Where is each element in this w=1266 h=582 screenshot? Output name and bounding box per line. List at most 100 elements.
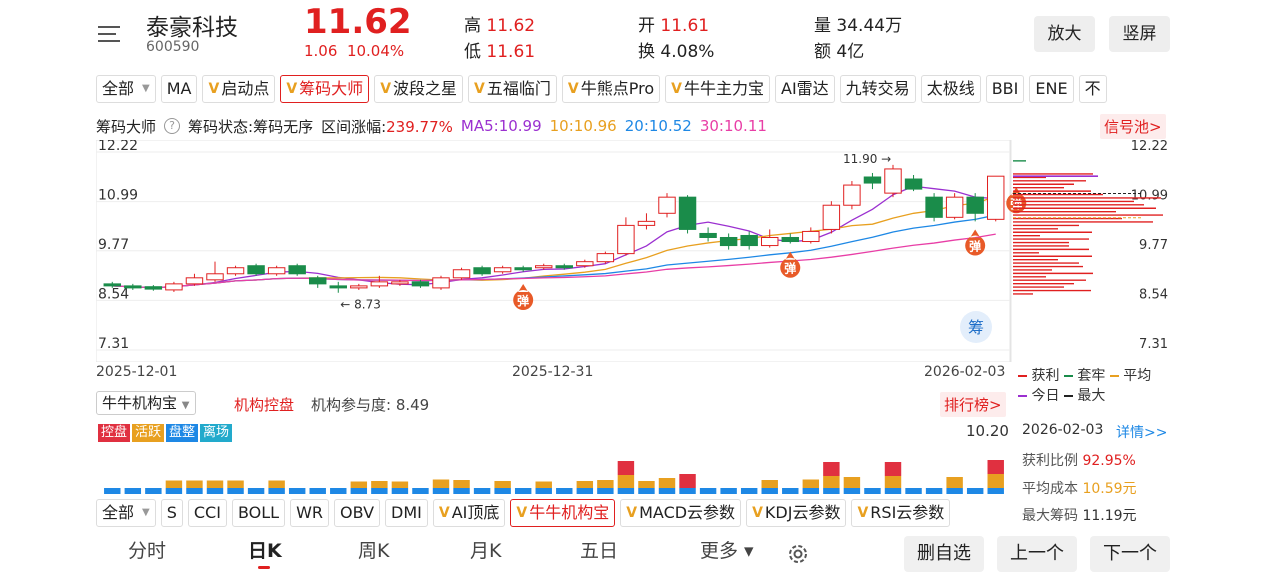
kline-chart[interactable]: 12.22 12.22 10.99 10.99 9.77 9.77 8.54 8.54 7.31… — [96, 140, 1170, 362]
institution-bar — [925, 488, 943, 494]
chip-button[interactable]: 筹 — [968, 318, 984, 337]
tab-7[interactable]: V AI顶底 — [432, 499, 506, 527]
candle-body — [945, 196, 964, 218]
institution-bar — [946, 488, 963, 494]
tab-1[interactable]: MA — [160, 75, 198, 103]
tab-6[interactable]: V 牛熊点Pro — [561, 75, 661, 103]
next-stock-button[interactable]: 下一个 — [1090, 536, 1170, 572]
candle-body — [370, 281, 389, 287]
nav-tab-5[interactable]: 更多 ▾ — [700, 540, 754, 562]
tab-4[interactable]: V 波段之星 — [374, 75, 464, 103]
tab-label: 筹码大师 — [299, 79, 364, 98]
institution-bar — [658, 478, 676, 488]
tab-label: 牛牛主力宝 — [683, 79, 764, 98]
tab-label: KDJ云参数 — [764, 503, 841, 522]
legend-profit: 获利 — [1018, 368, 1059, 384]
dropdown-icon: ▼ — [142, 83, 150, 94]
tab-9[interactable]: V MACD云参数 — [620, 499, 742, 527]
institution-bar — [186, 488, 203, 494]
institution-bar — [186, 480, 203, 488]
y-tick-label-right: 7.31 — [1139, 337, 1168, 352]
tab-5[interactable]: V 五福临门 — [468, 75, 557, 103]
nav-tab-0[interactable]: 分时 — [128, 540, 167, 562]
nav-tab-1[interactable]: 日K — [248, 536, 282, 569]
tab-12[interactable]: ENE — [1029, 75, 1074, 103]
sub-indicator-select[interactable]: 牛牛机构宝 ▼ — [96, 391, 196, 415]
menu-icon[interactable] — [98, 24, 124, 44]
price-change: 1.06 10.04% — [304, 42, 405, 60]
institution-bar — [556, 488, 573, 494]
institution-bar — [617, 475, 635, 488]
tab-label: BOLL — [237, 503, 280, 522]
candle-body — [309, 277, 327, 285]
institution-bar — [679, 474, 696, 488]
dropdown-icon: ▼ — [142, 507, 150, 518]
portrait-button[interactable]: 竖屏 — [1109, 16, 1170, 52]
help-icon[interactable]: ? — [164, 118, 181, 134]
tab-label: 太极线 — [926, 79, 975, 98]
tab-11[interactable]: V RSI云参数 — [851, 499, 951, 527]
tab-2[interactable]: V 启动点 — [202, 75, 276, 103]
chip-detail-link[interactable]: 详情>> — [1116, 425, 1168, 441]
tab-0[interactable]: 全部 ▼ — [96, 75, 156, 103]
chip-info-date: 2026-02-03 — [1022, 422, 1104, 438]
prev-stock-button[interactable]: 上一个 — [997, 536, 1077, 572]
remove-watchlist-button[interactable]: 删自选 — [904, 536, 984, 572]
institution-bar — [699, 488, 717, 494]
tab-11[interactable]: BBI — [985, 75, 1025, 103]
tab-2[interactable]: CCI — [187, 499, 227, 527]
tab-8[interactable]: AI雷达 — [775, 75, 835, 103]
rank-button[interactable]: 排行榜> — [940, 392, 1006, 417]
candle-body — [288, 265, 306, 275]
stock-name: 泰豪科技 — [146, 15, 238, 41]
nav-tab-3[interactable]: 月K — [470, 540, 502, 562]
candle-body — [761, 236, 779, 247]
candle-body — [514, 267, 532, 271]
tab-8[interactable]: V 牛牛机构宝 — [510, 499, 616, 527]
signal-label: 弹 — [1010, 196, 1022, 211]
nav-tab-4[interactable]: 五日 — [580, 540, 619, 562]
institution-bar — [391, 488, 409, 494]
tab-0[interactable]: 全部 ▼ — [96, 499, 156, 527]
tab-3[interactable]: BOLL — [231, 499, 286, 527]
signal-label: 弹 — [517, 293, 529, 308]
signal-marker — [513, 283, 534, 310]
tab-1[interactable]: S — [160, 499, 183, 527]
tag-离场: 离场 — [200, 424, 233, 442]
signal-label: 弹 — [969, 239, 981, 254]
candle-body — [185, 277, 204, 285]
indicator-name[interactable]: 筹码大师 — [96, 117, 157, 136]
tab-9[interactable]: 九转交易 — [839, 75, 916, 103]
tab-label: 牛牛机构宝 — [529, 503, 610, 522]
v-badge-icon: V — [438, 505, 450, 521]
candle-body — [247, 265, 265, 275]
tag-控盘: 控盘 — [98, 424, 131, 442]
nav-tab-2[interactable]: 周K — [358, 540, 390, 562]
range-gain: 区间涨幅:239.77% — [321, 117, 453, 136]
tab-7[interactable]: V 牛牛主力宝 — [665, 75, 770, 103]
institution-bar — [432, 488, 450, 494]
ma20-value: 20:10.52 — [624, 117, 692, 135]
candle-body — [165, 283, 183, 291]
tab-10[interactable]: V KDJ云参数 — [746, 499, 847, 527]
legend-average: 平均 — [1109, 368, 1151, 384]
institution-bar — [412, 488, 429, 494]
institution-bar — [350, 488, 368, 494]
tab-5[interactable]: OBV — [334, 499, 381, 527]
tab-6[interactable]: DMI — [385, 499, 428, 527]
zoom-button[interactable]: 放大 — [1034, 16, 1095, 52]
tab-3[interactable]: V 筹码大师 — [280, 75, 370, 103]
settings-gear-icon[interactable] — [786, 542, 810, 566]
institution-bar — [494, 488, 511, 494]
institution-bar — [987, 488, 1004, 494]
institution-bar — [535, 481, 552, 488]
tab-label: BBI — [991, 79, 1019, 98]
tab-13[interactable]: 不 — [1078, 75, 1107, 103]
institution-bar — [535, 488, 552, 494]
candle-body — [144, 286, 163, 290]
tab-10[interactable]: 太极线 — [920, 75, 981, 103]
signal-pool-button[interactable]: 信号池> — [1100, 114, 1166, 139]
institution-bar — [802, 488, 820, 494]
tab-4[interactable]: WR — [290, 499, 329, 527]
sub-tags: 控盘 活跃 盘整 离场 — [98, 421, 234, 442]
